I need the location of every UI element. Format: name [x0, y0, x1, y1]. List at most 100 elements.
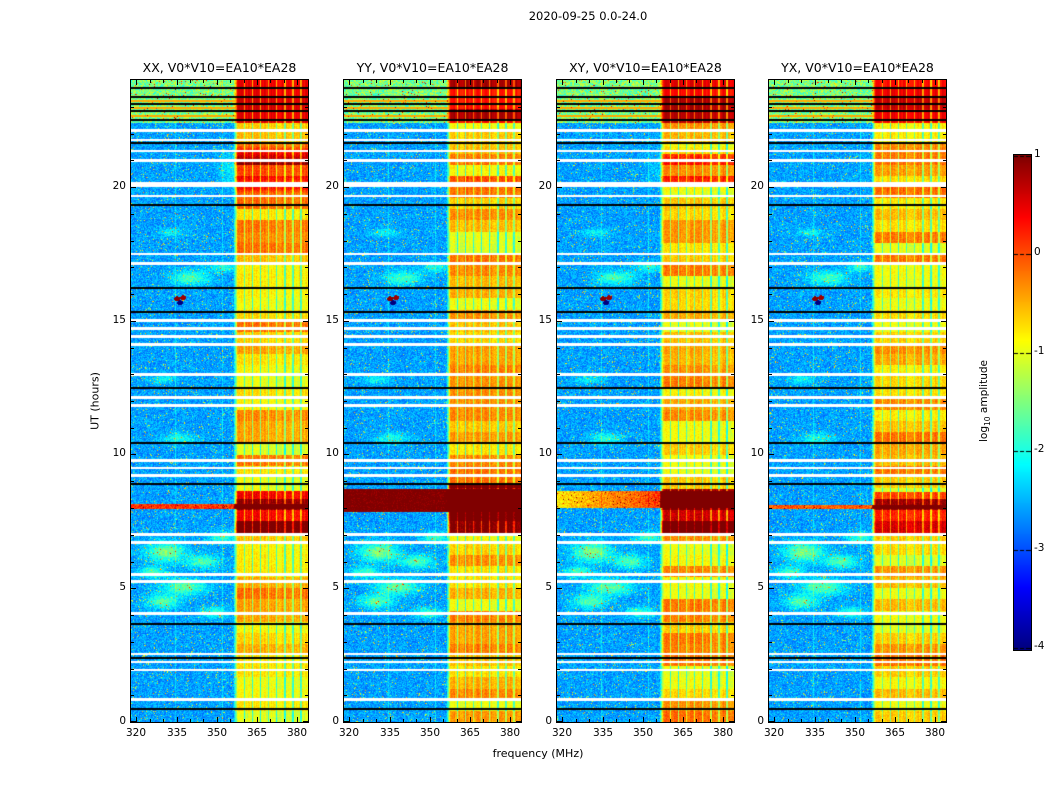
- x-tick-label: 380: [499, 727, 521, 739]
- x-minor-tick: [908, 719, 909, 722]
- y-minor-tick: [518, 107, 521, 108]
- y-minor-tick: [305, 401, 308, 402]
- x-tick-label: 365: [459, 727, 481, 739]
- x-tick: [510, 717, 511, 722]
- y-minor-tick: [557, 615, 560, 616]
- y-minor-tick: [943, 214, 946, 215]
- x-minor-tick: [828, 719, 829, 722]
- x-minor-tick: [801, 80, 802, 83]
- x-tick: [774, 717, 775, 722]
- colorbar-gradient: [1014, 155, 1031, 650]
- x-tick: [136, 717, 137, 722]
- x-tick: [562, 717, 563, 722]
- y-minor-tick: [769, 615, 772, 616]
- y-tick-label: 10: [112, 447, 126, 459]
- y-tick: [557, 187, 562, 188]
- x-minor-tick: [190, 719, 191, 722]
- x-minor-tick: [284, 719, 285, 722]
- panel-title-yy: YY, V0*V10=EA10*EA28: [356, 60, 509, 75]
- x-tick: [643, 717, 644, 722]
- y-minor-tick: [305, 508, 308, 509]
- colorbar-tick-label: -4: [1034, 640, 1045, 652]
- y-tick: [516, 588, 521, 589]
- y-minor-tick: [518, 134, 521, 135]
- y-tick-label: 5: [119, 581, 126, 593]
- y-minor-tick: [557, 374, 560, 375]
- x-minor-tick: [457, 80, 458, 83]
- y-tick-label: 0: [332, 715, 339, 727]
- y-minor-tick: [131, 535, 134, 536]
- y-minor-tick: [344, 535, 347, 536]
- x-tick: [257, 717, 258, 722]
- y-tick-label: 15: [538, 314, 552, 326]
- x-tick: [815, 717, 816, 722]
- x-axis-label: frequency (MHz): [492, 747, 584, 760]
- x-tick-label: 335: [592, 727, 614, 739]
- y-minor-tick: [943, 428, 946, 429]
- x-tick: [723, 717, 724, 722]
- x-tick-label: 320: [763, 727, 785, 739]
- y-minor-tick: [131, 401, 134, 402]
- y-tick: [941, 454, 946, 455]
- y-minor-tick: [943, 348, 946, 349]
- x-tick: [815, 80, 816, 85]
- y-minor-tick: [731, 428, 734, 429]
- x-tick: [470, 80, 471, 85]
- y-minor-tick: [769, 562, 772, 563]
- x-tick-label: 320: [338, 727, 360, 739]
- x-minor-tick: [363, 80, 364, 83]
- y-minor-tick: [344, 669, 347, 670]
- y-minor-tick: [344, 214, 347, 215]
- x-minor-tick: [922, 80, 923, 83]
- y-minor-tick: [943, 562, 946, 563]
- y-minor-tick: [305, 481, 308, 482]
- x-minor-tick: [150, 719, 151, 722]
- y-minor-tick: [344, 134, 347, 135]
- y-tick: [941, 588, 946, 589]
- x-minor-tick: [443, 80, 444, 83]
- x-tick-label: 365: [246, 727, 268, 739]
- y-minor-tick: [518, 160, 521, 161]
- x-minor-tick: [443, 719, 444, 722]
- y-minor-tick: [557, 134, 560, 135]
- y-minor-tick: [557, 669, 560, 670]
- y-tick: [769, 321, 774, 322]
- y-tick: [344, 721, 349, 722]
- y-minor-tick: [131, 267, 134, 268]
- y-tick: [131, 321, 136, 322]
- y-minor-tick: [731, 695, 734, 696]
- spectrogram-panel-xx: [130, 79, 309, 723]
- y-minor-tick: [344, 695, 347, 696]
- x-minor-tick: [922, 719, 923, 722]
- y-minor-tick: [731, 642, 734, 643]
- y-tick: [729, 321, 734, 322]
- x-tick: [390, 717, 391, 722]
- x-minor-tick: [656, 719, 657, 722]
- panel-title-yx: YX, V0*V10=EA10*EA28: [781, 60, 934, 75]
- x-minor-tick: [828, 80, 829, 83]
- x-minor-tick: [163, 80, 164, 83]
- y-minor-tick: [557, 294, 560, 295]
- x-minor-tick: [230, 719, 231, 722]
- y-tick: [941, 321, 946, 322]
- colorbar-label-suffix: amplitude: [977, 360, 990, 417]
- y-minor-tick: [131, 481, 134, 482]
- y-minor-tick: [557, 642, 560, 643]
- y-minor-tick: [769, 294, 772, 295]
- y-minor-tick: [518, 481, 521, 482]
- y-minor-tick: [344, 374, 347, 375]
- y-minor-tick: [305, 428, 308, 429]
- x-minor-tick: [656, 80, 657, 83]
- x-tick-label: 365: [672, 727, 694, 739]
- x-minor-tick: [416, 719, 417, 722]
- y-minor-tick: [131, 107, 134, 108]
- x-minor-tick: [203, 80, 204, 83]
- y-tick: [344, 454, 349, 455]
- spectrogram-canvas-xy: [557, 80, 734, 722]
- x-tick: [257, 80, 258, 85]
- y-minor-tick: [131, 348, 134, 349]
- y-minor-tick: [731, 615, 734, 616]
- y-minor-tick: [943, 642, 946, 643]
- y-minor-tick: [131, 642, 134, 643]
